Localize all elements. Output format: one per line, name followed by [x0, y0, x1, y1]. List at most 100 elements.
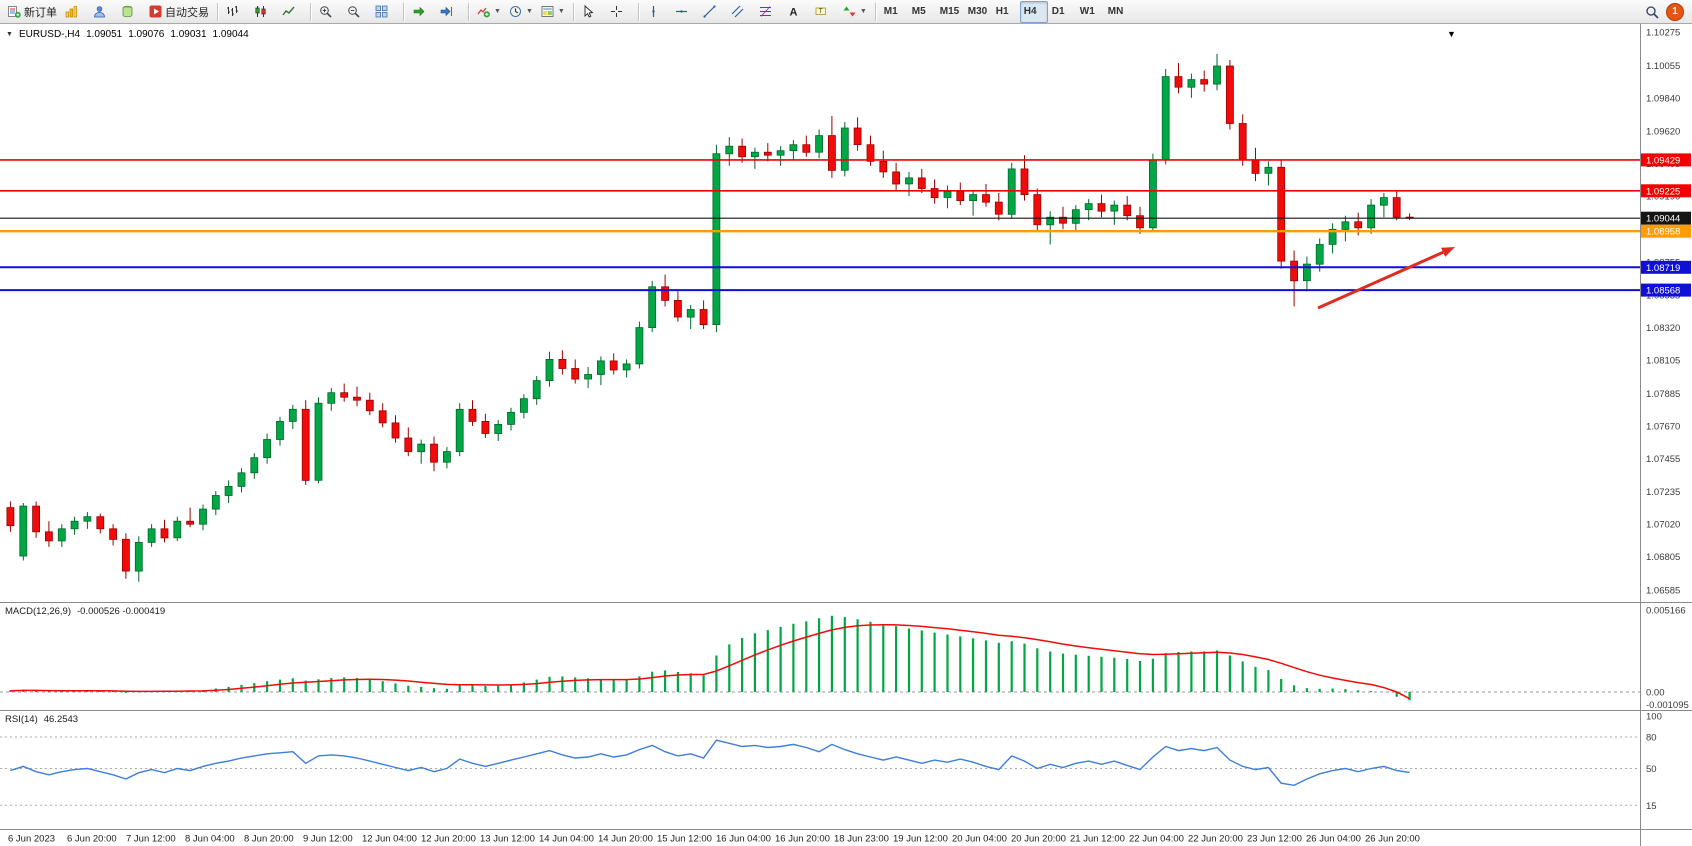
text-label-button[interactable]: T [811, 1, 839, 23]
arrows-button[interactable]: ▼ [839, 1, 871, 23]
tf-m30-button[interactable]: M30 [964, 1, 992, 23]
dropdown-caret-icon[interactable]: ▼ [859, 8, 867, 15]
tf-m5-button-label: M5 [911, 6, 926, 17]
svg-text:1.07885: 1.07885 [1646, 389, 1680, 400]
macd-signal-line [10, 623, 1410, 700]
svg-text:T: T [819, 9, 823, 15]
svg-text:20 Jun 20:00: 20 Jun 20:00 [1011, 834, 1066, 845]
search-icon[interactable] [1645, 5, 1659, 19]
auto-scroll-button[interactable] [408, 1, 436, 23]
toolbar-separator [637, 2, 639, 21]
macd-axis-labels: 0.005166 0.00-0.001095 [1646, 606, 1689, 711]
price-chart-panel[interactable]: 1.102751.100551.098401.096201.094051.091… [0, 24, 1692, 602]
macd-panel[interactable]: 0.005166 0.00-0.001095 [0, 602, 1692, 710]
svg-text:23 Jun 12:00: 23 Jun 12:00 [1247, 834, 1302, 845]
tf-m15-button[interactable]: M15 [936, 1, 964, 23]
chart-shift-button[interactable] [436, 1, 464, 23]
quick-trade-arrow-icon[interactable]: ▼ [6, 31, 13, 38]
tile-windows-button[interactable] [371, 1, 399, 23]
rsi-axis-labels: 100 80 50 15 [1646, 712, 1662, 812]
scroll-marker-icon[interactable]: ▼ [1447, 29, 1456, 39]
candlestick-icon [254, 5, 267, 18]
templates-button[interactable]: ▼ [537, 1, 569, 23]
rsi-panel[interactable]: 100 80 50 15 [0, 710, 1692, 829]
zoom-in-button[interactable] [315, 1, 343, 23]
new-order-button-label: 新订单 [24, 6, 57, 19]
fibonacci-icon [759, 5, 772, 18]
candlestick-chart-button[interactable] [250, 1, 278, 23]
vertical-line-button[interactable] [643, 1, 671, 23]
tf-mn-button[interactable]: MN [1104, 1, 1132, 23]
tf-h4-button-label: H4 [1023, 6, 1037, 17]
svg-text:1.08105: 1.08105 [1646, 356, 1680, 367]
horizontal-line-button[interactable] [671, 1, 699, 23]
zoom-out-button[interactable] [343, 1, 371, 23]
price-badge-1.08719: 1.08719 [1641, 260, 1691, 274]
svg-text:12 Jun 04:00: 12 Jun 04:00 [362, 834, 417, 845]
text-button[interactable]: A [783, 1, 811, 23]
bar-chart-icon [226, 5, 239, 18]
svg-text:6 Jun 20:00: 6 Jun 20:00 [67, 834, 117, 845]
trend-arrow-annotation[interactable] [1317, 247, 1455, 310]
time-axis: 6 Jun 2023 6 Jun 20:00 7 Jun 12:00 8 Jun 04… [0, 829, 1692, 846]
toolbar-separator [217, 2, 218, 21]
tile-windows-icon [375, 5, 388, 18]
toolbar-separator [310, 2, 311, 21]
tf-w1-button[interactable]: W1 [1076, 1, 1104, 23]
chart-background[interactable] [0, 24, 1692, 602]
notification-badge[interactable]: 1 [1666, 2, 1684, 21]
svg-text:1.07020: 1.07020 [1646, 520, 1680, 531]
tf-m1-button[interactable]: M1 [880, 1, 908, 23]
history-center-button[interactable] [117, 1, 145, 23]
auto-trading-button[interactable]: 自动交易 [145, 1, 213, 23]
trendline-button[interactable] [699, 1, 727, 23]
tf-h4-button[interactable]: H4 [1019, 0, 1048, 23]
tf-m30-button-label: M30 [967, 6, 988, 17]
new-order-button[interactable]: 新订单 [4, 1, 61, 23]
chart-shift-icon [440, 5, 453, 18]
svg-text:100: 100 [1646, 712, 1662, 723]
svg-text:50: 50 [1646, 764, 1657, 775]
svg-text:1.07455: 1.07455 [1646, 454, 1680, 465]
dropdown-caret-icon[interactable]: ▼ [525, 8, 533, 15]
svg-text:1.07235: 1.07235 [1646, 487, 1680, 498]
tf-d1-button-label: D1 [1051, 6, 1065, 17]
svg-text:13 Jun 12:00: 13 Jun 12:00 [480, 834, 535, 845]
macd-histogram [9, 615, 1411, 701]
tf-m15-button-label: M15 [939, 6, 960, 17]
svg-text:21 Jun 12:00: 21 Jun 12:00 [1070, 834, 1125, 845]
tf-h1-button[interactable]: H1 [992, 1, 1020, 23]
profiles-button[interactable] [89, 1, 117, 23]
crosshair-button[interactable] [606, 1, 634, 23]
auto-trading-icon [149, 5, 162, 18]
toolbar-separator [874, 2, 876, 21]
svg-text:8 Jun 20:00: 8 Jun 20:00 [244, 834, 294, 845]
svg-text:7 Jun 12:00: 7 Jun 12:00 [126, 834, 176, 845]
svg-text:26 Jun 20:00: 26 Jun 20:00 [1365, 834, 1420, 845]
crosshair-icon [610, 5, 623, 18]
price-badge-1.09225: 1.09225 [1641, 184, 1691, 198]
svg-text:1.10275: 1.10275 [1646, 28, 1680, 39]
indicators-button[interactable]: ▼ [473, 1, 505, 23]
tf-d1-button[interactable]: D1 [1048, 1, 1076, 23]
zoom-in-icon [319, 5, 332, 18]
auto-scroll-icon [412, 5, 425, 18]
dropdown-caret-icon[interactable]: ▼ [557, 8, 565, 15]
profiles-icon [93, 5, 106, 18]
bar-chart-button[interactable] [222, 1, 250, 23]
dropdown-caret-icon[interactable]: ▼ [494, 8, 501, 15]
rsi-line [10, 739, 1410, 787]
tf-m5-button[interactable]: M5 [908, 1, 936, 23]
svg-text:1.08320: 1.08320 [1646, 323, 1680, 334]
svg-text:26 Jun 04:00: 26 Jun 04:00 [1306, 834, 1361, 845]
cursor-button[interactable] [578, 1, 606, 23]
svg-text:18 Jun 23:00: 18 Jun 23:00 [834, 834, 889, 845]
periods-button[interactable]: ▼ [505, 1, 537, 23]
charts-button[interactable] [61, 1, 89, 23]
fibonacci-button[interactable] [755, 1, 783, 23]
channel-button[interactable] [727, 1, 755, 23]
svg-text:1.08568: 1.08568 [1646, 286, 1680, 297]
svg-text:9 Jun 12:00: 9 Jun 12:00 [303, 834, 353, 845]
line-chart-button[interactable] [278, 1, 306, 23]
